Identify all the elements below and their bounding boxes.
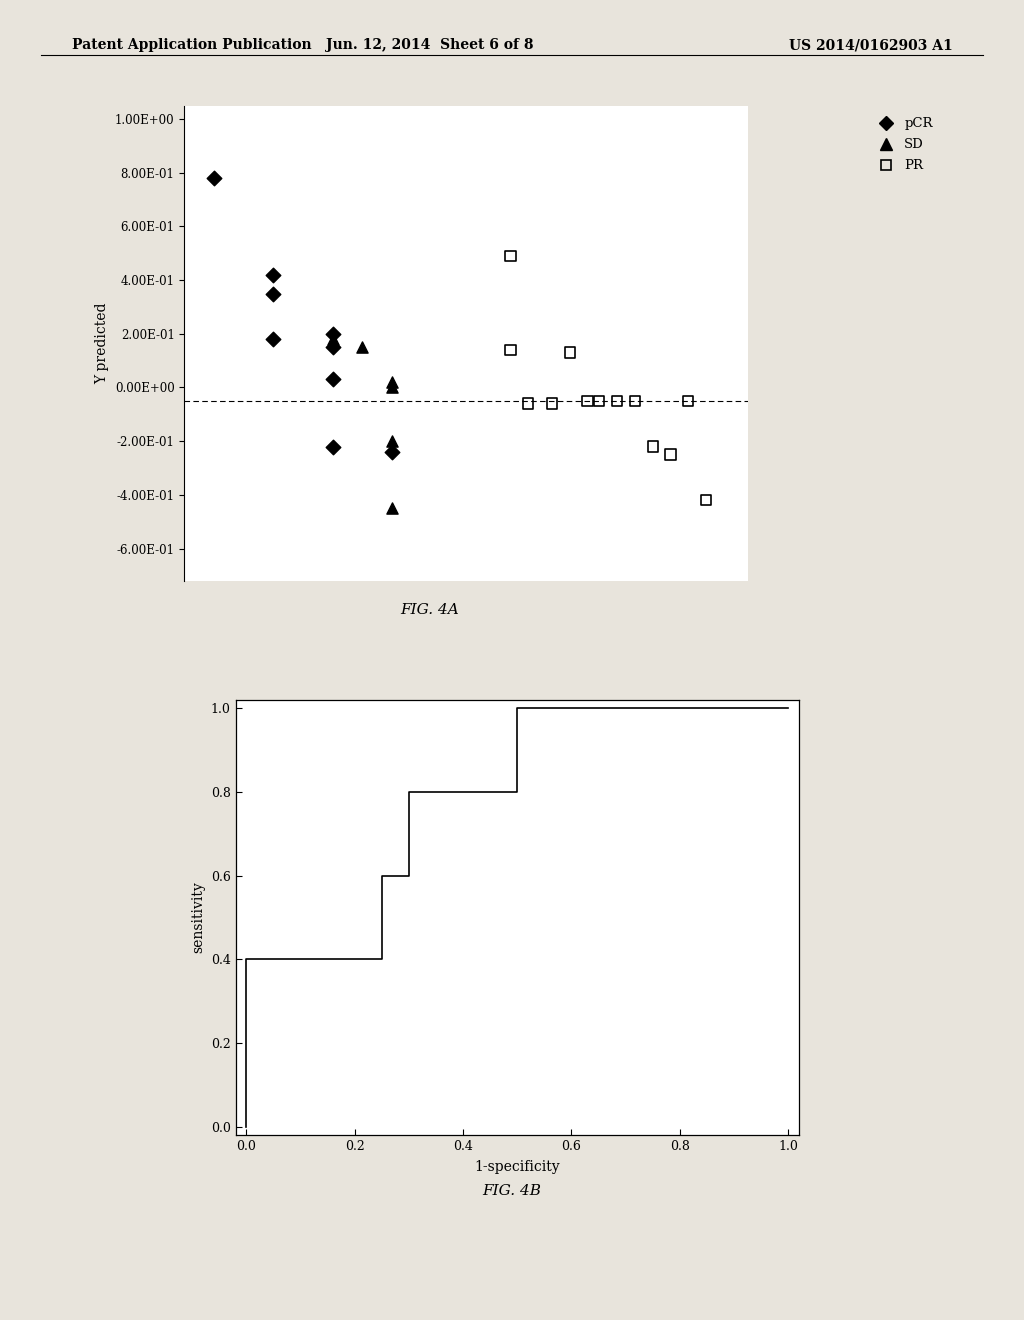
Point: [627, 391, 643, 412]
Point: [502, 339, 518, 360]
Point: [697, 490, 714, 511]
Point: [561, 342, 578, 363]
Point: [265, 282, 282, 304]
Point: [502, 246, 518, 267]
Point: [384, 371, 400, 392]
Point: [580, 391, 596, 412]
Point: [265, 264, 282, 285]
Point: [265, 329, 282, 350]
Text: Jun. 12, 2014  Sheet 6 of 8: Jun. 12, 2014 Sheet 6 of 8: [327, 38, 534, 53]
Point: [680, 391, 696, 412]
Point: [384, 430, 400, 451]
Point: [325, 368, 341, 389]
Text: US 2014/0162903 A1: US 2014/0162903 A1: [788, 38, 952, 53]
Point: [544, 393, 560, 414]
Legend: pCR, SD, PR: pCR, SD, PR: [867, 112, 938, 178]
Point: [325, 323, 341, 345]
X-axis label: 1-specificity: 1-specificity: [474, 1160, 560, 1173]
Point: [384, 378, 400, 399]
Point: [384, 498, 400, 519]
Text: FIG. 4B: FIG. 4B: [482, 1184, 542, 1197]
Point: [325, 337, 341, 358]
Point: [354, 337, 371, 358]
Point: [520, 393, 537, 414]
Point: [591, 391, 607, 412]
Point: [206, 168, 222, 189]
Text: Patent Application Publication: Patent Application Publication: [72, 38, 311, 53]
Point: [609, 391, 626, 412]
Text: FIG. 4A: FIG. 4A: [400, 603, 460, 616]
Y-axis label: sensitivity: sensitivity: [191, 882, 205, 953]
Point: [325, 329, 341, 350]
Point: [663, 444, 679, 465]
Point: [325, 436, 341, 457]
Y-axis label: Y predicted: Y predicted: [95, 302, 110, 384]
Point: [384, 441, 400, 462]
Point: [644, 436, 660, 457]
